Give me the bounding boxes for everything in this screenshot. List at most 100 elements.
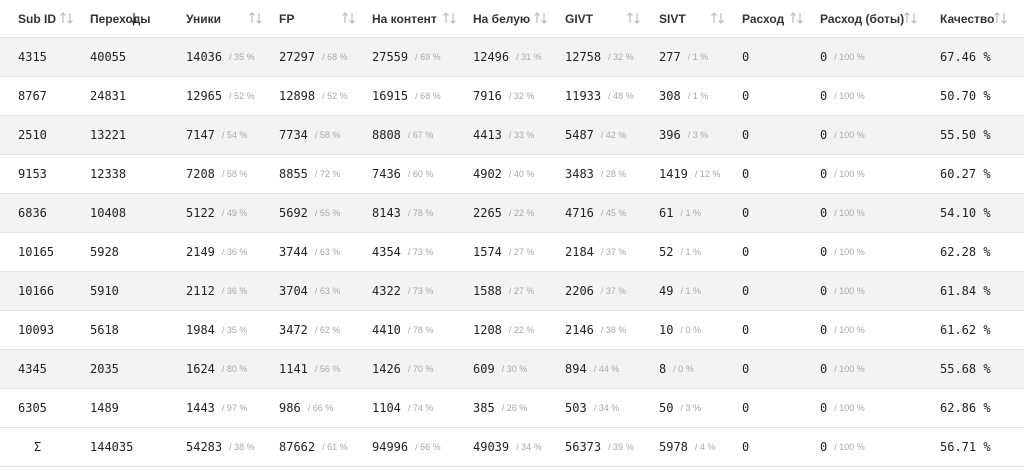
sort-icon[interactable] xyxy=(994,12,1008,24)
sort-icon[interactable] xyxy=(249,12,263,24)
table-cell: 10165 xyxy=(18,233,86,271)
table-cell: 10166 xyxy=(18,272,86,310)
column-header[interactable]: На контент xyxy=(372,11,437,26)
column-header[interactable]: Расход xyxy=(742,11,785,26)
cell-value: 62.28 % xyxy=(940,245,991,259)
table-cell: 60.27 % xyxy=(940,155,1020,193)
table-cell: 10093 xyxy=(18,311,86,349)
column-header[interactable]: Расход (боты) xyxy=(820,11,905,26)
cell-value: 10408 xyxy=(90,206,127,220)
cell-share: / 35 % xyxy=(229,52,255,62)
column-header[interactable]: На белую xyxy=(473,11,531,26)
table-cell: 7734 / 58 % xyxy=(279,116,368,154)
table-cell: 2510 xyxy=(18,116,86,154)
cell-share: / 67 % xyxy=(407,130,434,140)
cell-value: 61.84 % xyxy=(940,284,991,298)
table-cell: 1574 / 27 % xyxy=(473,233,561,271)
cell-value: 55.68 % xyxy=(940,362,991,376)
column-header[interactable]: GIVT xyxy=(565,11,594,26)
cell-share: / 49 % xyxy=(221,208,248,218)
table-cell: 0 / 100 % xyxy=(820,350,936,388)
table-cell: 1588 / 27 % xyxy=(473,272,561,310)
cell-value: 385 xyxy=(473,401,495,415)
cell-share: / 26 % xyxy=(501,403,528,413)
column-header[interactable]: Уники xyxy=(186,11,222,26)
sort-icon[interactable] xyxy=(534,12,548,24)
cell-share: / 0 % xyxy=(680,325,701,335)
cell-value: 0 xyxy=(742,245,750,259)
table-cell: 27297 / 68 % xyxy=(279,38,368,76)
table-cell: 1104 / 74 % xyxy=(372,389,469,427)
table-cell: 52 / 1 % xyxy=(659,233,738,271)
cell-value: 0 xyxy=(742,323,750,337)
sort-icon[interactable] xyxy=(711,12,725,24)
table-cell: 61 / 1 % xyxy=(659,194,738,232)
sort-icon[interactable] xyxy=(342,12,356,24)
cell-value: 12898 xyxy=(279,89,316,103)
table-cell: 0 / 100 % xyxy=(820,428,936,466)
table-cell: 14036 / 35 % xyxy=(186,38,275,76)
table-cell: 0 xyxy=(742,155,816,193)
cell-share: / 22 % xyxy=(508,208,535,218)
sort-icon[interactable] xyxy=(904,12,918,24)
cell-share: / 27 % xyxy=(508,247,535,257)
cell-value: 1426 xyxy=(372,362,401,376)
table-cell: 5122 / 49 % xyxy=(186,194,275,232)
cell-share: / 78 % xyxy=(407,325,434,335)
table-cell: 12758 / 32 % xyxy=(565,38,655,76)
cell-value: 144035 xyxy=(90,440,134,454)
table-row: 8767 24831 12965 / 52 % 12898 / 52 % 16915 / 68… xyxy=(0,77,1024,116)
cell-share: / 36 % xyxy=(221,247,248,257)
cell-share: / 80 % xyxy=(221,364,248,374)
sort-icon[interactable] xyxy=(627,12,641,24)
table-cell: 0 / 100 % xyxy=(820,38,936,76)
column-header[interactable]: Качество xyxy=(940,11,995,26)
cell-value: 7208 xyxy=(186,167,215,181)
table-cell: 10 / 0 % xyxy=(659,311,738,349)
sort-icon[interactable] xyxy=(443,12,457,24)
cell-value: 13221 xyxy=(90,128,127,142)
table-cell: 277 / 1 % xyxy=(659,38,738,76)
sort-icon[interactable] xyxy=(790,12,804,24)
sort-icon[interactable] xyxy=(128,12,142,24)
cell-share: / 30 % xyxy=(501,364,528,374)
cell-share: / 3 % xyxy=(680,403,701,413)
table-cell: 2146 / 38 % xyxy=(565,311,655,349)
cell-value: 0 xyxy=(742,50,750,64)
table-cell: 0 / 100 % xyxy=(820,233,936,271)
cell-share: / 34 % xyxy=(593,403,620,413)
cell-share: / 73 % xyxy=(407,247,434,257)
table-cell: 12898 / 52 % xyxy=(279,77,368,115)
cell-value: 1104 xyxy=(372,401,401,415)
table-cell: 0 xyxy=(742,428,816,466)
cell-value: 0 xyxy=(742,206,750,220)
table-cell: 10408 xyxy=(90,194,182,232)
table-cell: 61.84 % xyxy=(940,272,1020,310)
table-cell: 503 / 34 % xyxy=(565,389,655,427)
cell-share: / 100 % xyxy=(834,364,865,374)
cell-share: / 100 % xyxy=(834,286,865,296)
cell-value: 0 xyxy=(742,89,750,103)
cell-value: 1984 xyxy=(186,323,215,337)
cell-share: / 58 % xyxy=(314,130,341,140)
cell-value: 7436 xyxy=(372,167,401,181)
column-header[interactable]: Sub ID xyxy=(18,11,56,26)
table-cell: 2035 xyxy=(90,350,182,388)
column-header[interactable]: FP xyxy=(279,11,295,26)
cell-value: 4410 xyxy=(372,323,401,337)
table-cell: 4902 / 40 % xyxy=(473,155,561,193)
cell-share: / 62 % xyxy=(314,325,341,335)
cell-share: / 1 % xyxy=(687,52,709,62)
table-cell: 6305 xyxy=(18,389,86,427)
column-header[interactable]: SIVT xyxy=(659,11,686,26)
cell-value: 8855 xyxy=(279,167,308,181)
cell-value: 56373 xyxy=(565,440,602,454)
sort-icon[interactable] xyxy=(60,12,74,24)
table-row: 6305 1489 1443 / 97 % 986 / 66 % 1104 / 74 % 385… xyxy=(0,389,1024,428)
cell-share: / 52 % xyxy=(229,91,255,101)
table-cell: 8143 / 78 % xyxy=(372,194,469,232)
table-cell: 54.10 % xyxy=(940,194,1020,232)
cell-value: 2149 xyxy=(186,245,215,259)
table-cell: 8855 / 72 % xyxy=(279,155,368,193)
cell-share: / 37 % xyxy=(600,286,627,296)
